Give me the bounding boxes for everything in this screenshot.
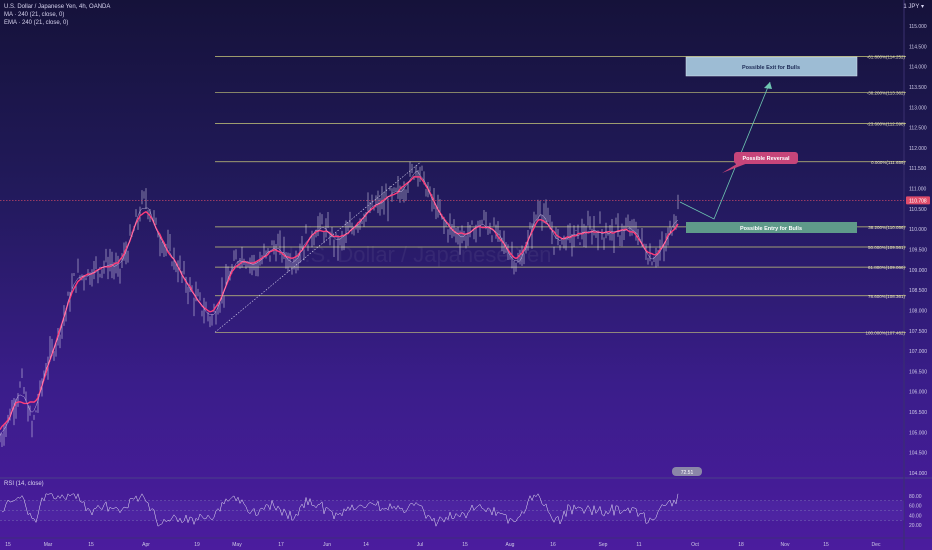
time-tick-label: Mar <box>44 542 53 548</box>
fib-level-label: 100.000%(107.462) <box>865 330 905 335</box>
fib-level-label: -23.600%(112.598) <box>867 122 906 127</box>
current-price-tag <box>906 196 930 205</box>
time-tick-label: Oct <box>691 542 699 548</box>
price-tick-label: 114.000 <box>909 65 927 71</box>
reversal-bubble-pointer <box>722 162 748 173</box>
reversal-bubble <box>734 152 798 164</box>
ema-indicator-label[interactable]: EMA · 240 (21, close, 0) <box>4 20 69 26</box>
fib-level-label: 50.000%(109.561) <box>868 245 906 250</box>
current-price-label: 110.708 <box>909 198 927 204</box>
time-tick-label: May <box>232 542 242 548</box>
fib-level-label: 38.200%(110.056) <box>868 225 905 230</box>
time-tick-label: Nov <box>781 542 790 548</box>
chart-legend: U.S. Dollar / Japanese Yen, 4h, OANDA MA… <box>4 3 110 27</box>
time-tick-label: 15 <box>5 542 11 548</box>
time-tick-label: 18 <box>738 542 744 548</box>
price-tick-label: 109.000 <box>909 268 927 274</box>
price-tick-label: 112.500 <box>909 126 927 132</box>
reversal-label: Possible Reversal <box>742 156 790 162</box>
time-tick-label: 14 <box>363 542 369 548</box>
currency-selector[interactable]: 1 JPY ▾ <box>903 4 924 10</box>
time-tick-label: Jul <box>417 542 423 548</box>
price-tick-label: 107.500 <box>909 329 927 335</box>
rsi-label: RSI (14, close) <box>4 481 44 487</box>
price-tick-label: 115.000 <box>909 24 927 30</box>
price-tick-label: 109.500 <box>909 248 927 254</box>
price-tick-label: 113.000 <box>909 105 927 111</box>
rsi-axis-label: 60.00 <box>909 504 922 510</box>
rsi-badge <box>672 467 702 476</box>
time-tick-label: 16 <box>550 542 556 548</box>
time-tick-label: Aug <box>506 542 515 548</box>
exit-zone-label: Possible Exit for Bulls <box>742 65 800 71</box>
price-tick-label: 104.500 <box>909 451 927 457</box>
fib-level-label: -61.800%(114.252) <box>867 54 906 59</box>
entry-zone-label: Possible Entry for Bulls <box>740 226 802 232</box>
time-tick-label: 15 <box>462 542 468 548</box>
price-tick-label: 106.500 <box>909 369 927 375</box>
rsi-line <box>1 493 679 527</box>
watermark: U.S. Dollar / Japanese Yen <box>289 242 552 267</box>
fib-level-label: 0.000%(111.659) <box>871 160 905 165</box>
rsi-axis-label: 80.00 <box>909 494 922 500</box>
projection-path <box>679 81 771 220</box>
time-tick-label: 15 <box>823 542 829 548</box>
price-tick-label: 106.000 <box>909 390 927 396</box>
rsi-axis-label: 20.00 <box>909 523 922 529</box>
price-tick-label: 110.000 <box>909 227 927 233</box>
time-tick-label: Apr <box>142 542 150 548</box>
ma-line <box>0 175 679 430</box>
ma-indicator-label[interactable]: MA · 240 (21, close, 0) <box>4 12 65 18</box>
price-tick-label: 114.500 <box>909 44 927 50</box>
price-tick-label: 110.500 <box>909 207 927 213</box>
time-tick-label: Sep <box>599 542 608 548</box>
symbol-title: U.S. Dollar / Japanese Yen, 4h, OANDA <box>4 4 111 10</box>
projection-arrowhead <box>764 82 772 89</box>
fib-level-label: 78.600%(108.361) <box>868 294 906 299</box>
entry-zone-box <box>686 222 857 233</box>
price-tick-label: 112.000 <box>909 146 927 152</box>
time-tick-label: 11 <box>636 542 641 548</box>
price-tick-label: 108.500 <box>909 288 927 294</box>
time-tick-label: Jun <box>323 542 331 548</box>
price-tick-label: 111.000 <box>909 187 927 193</box>
ema-line <box>0 171 679 437</box>
price-tick-label: 113.500 <box>909 85 927 91</box>
price-tick-label: 105.000 <box>909 430 927 436</box>
time-tick-label: 17 <box>278 542 284 548</box>
time-tick-label: 19 <box>194 542 200 548</box>
rsi-badge-label: 72.51 <box>681 470 694 476</box>
price-tick-label: 108.000 <box>909 308 927 314</box>
time-tick-label: 15 <box>88 542 94 548</box>
price-tick-label: 107.000 <box>909 349 927 355</box>
exit-zone-box <box>685 56 858 77</box>
fib-level-label: 61.800%(109.066) <box>868 265 906 270</box>
price-tick-label: 111.500 <box>909 166 927 172</box>
price-tick-label: 104.000 <box>909 471 927 477</box>
fib-level-label: -38.200%(113.362) <box>867 91 906 96</box>
rsi-axis-label: 40.00 <box>909 513 922 519</box>
time-tick-label: Dec <box>872 542 881 548</box>
fib-trend-line <box>214 161 422 333</box>
price-tick-label: 105.500 <box>909 410 927 416</box>
